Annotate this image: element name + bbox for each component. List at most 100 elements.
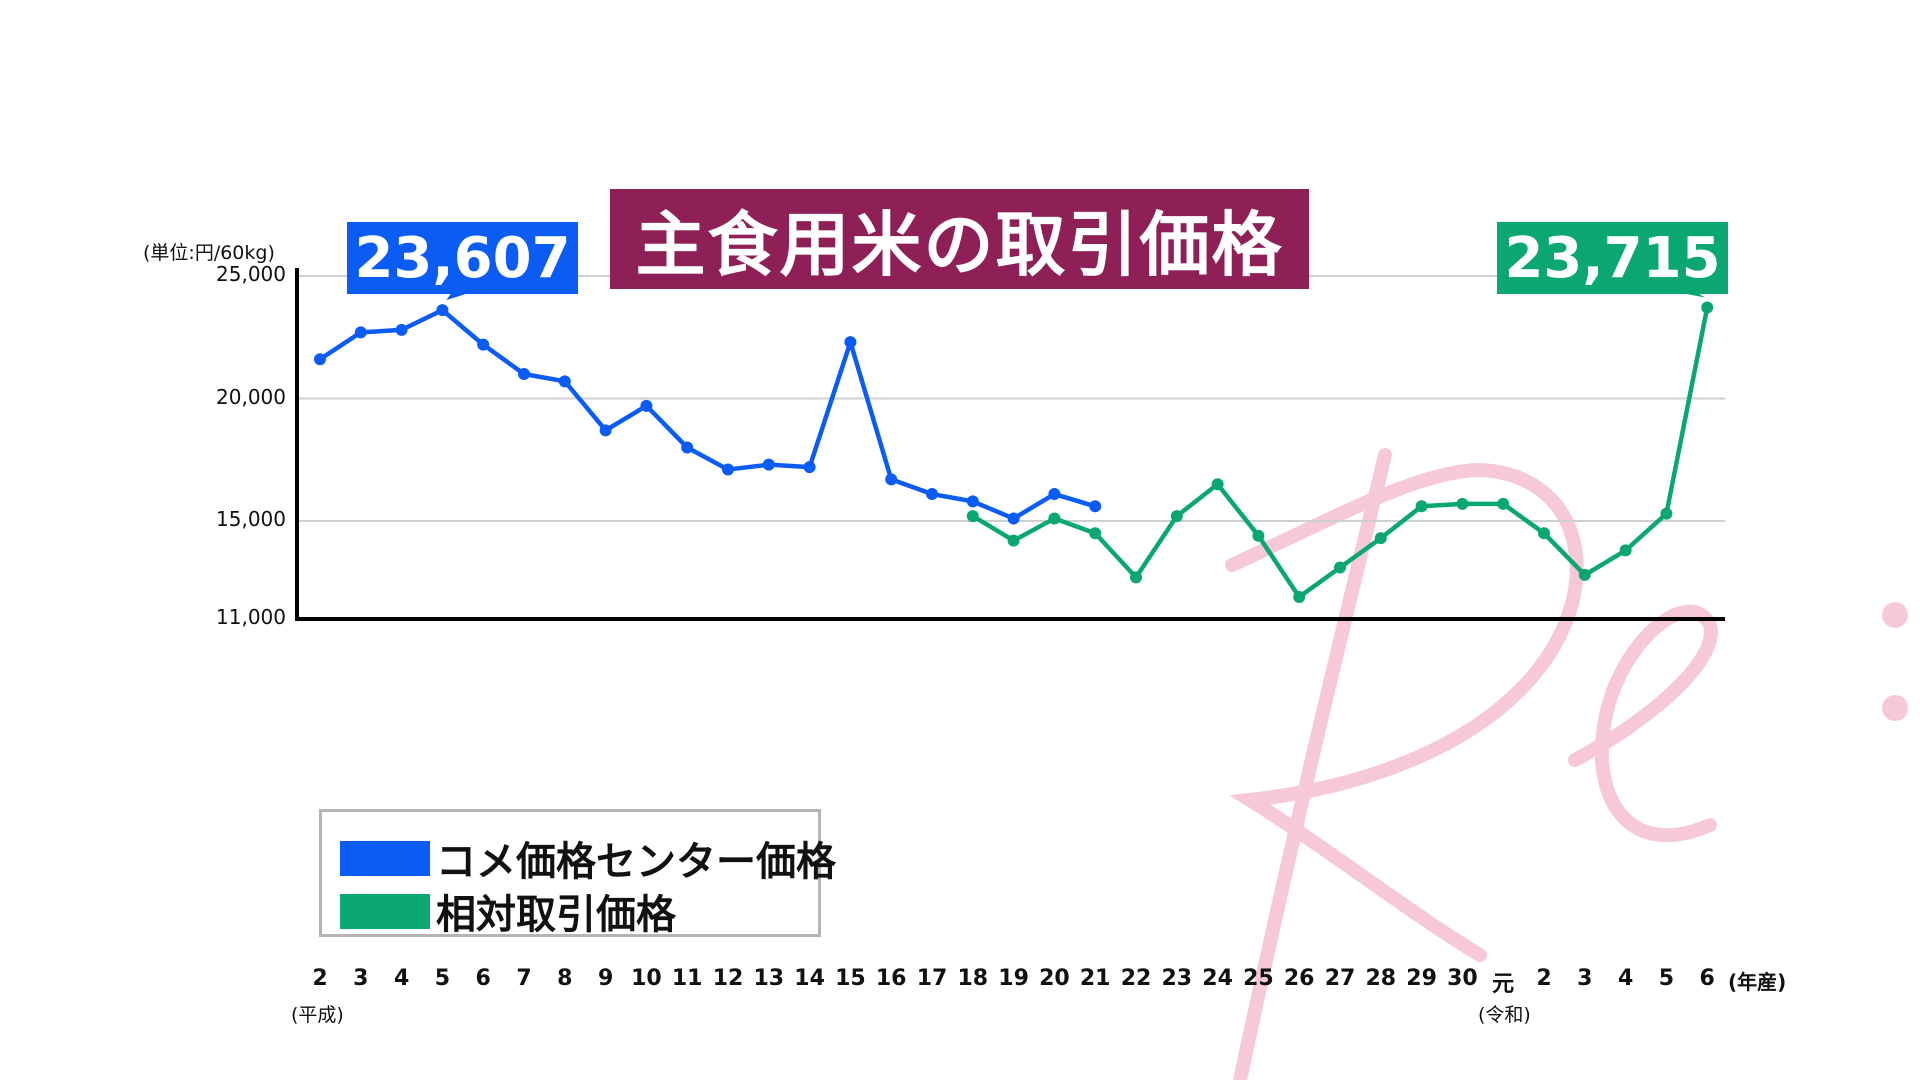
x-tick-label: 13 — [753, 966, 785, 991]
data-point-relative-price — [1007, 534, 1020, 547]
legend-label-relative-price: 相対取引価格 — [436, 892, 676, 938]
x-tick-label: 26 — [1283, 966, 1315, 991]
data-point-relative-price — [1048, 512, 1061, 525]
x-tick-label: 17 — [916, 966, 948, 991]
x-tick-label: 11 — [671, 966, 703, 991]
data-point-center-price — [762, 458, 775, 471]
series-lines — [314, 301, 1714, 603]
data-point-center-price — [966, 495, 979, 508]
x-tick-label: 24 — [1202, 966, 1233, 991]
x-tick-label: 5 — [434, 966, 451, 991]
data-point-center-price — [314, 353, 326, 366]
data-point-relative-price — [1660, 507, 1673, 520]
x-tick-label: 元 — [1492, 972, 1515, 997]
x-axis-unit-label: (年産) — [1728, 970, 1787, 994]
data-point-center-price — [558, 375, 571, 388]
era-label-heisei: (平成) — [291, 1004, 344, 1026]
data-point-relative-price — [1130, 571, 1142, 584]
data-point-relative-price — [966, 510, 979, 523]
data-point-center-price — [518, 368, 530, 380]
watermark-stroke-stem — [1233, 448, 1392, 1080]
chart-title: 主食用米の取引価格 — [635, 203, 1284, 286]
data-point-center-price — [1089, 500, 1102, 513]
data-point-center-price — [599, 424, 612, 437]
x-tick-label: 8 — [557, 966, 573, 991]
y-tick-label: 15,000 — [216, 507, 286, 531]
x-tick-label: 5 — [1658, 966, 1675, 991]
chart-title-banner: 主食用米の取引価格 — [610, 189, 1309, 289]
x-tick-label: 16 — [875, 966, 907, 991]
x-tick-label: 14 — [794, 966, 825, 991]
y-axis-unit-label: (単位:円/60kg) — [143, 242, 275, 264]
data-point-center-price — [926, 488, 938, 501]
watermark-stroke-r — [1225, 462, 1584, 962]
x-tick-label: 27 — [1324, 966, 1356, 991]
data-point-relative-price — [1089, 527, 1102, 540]
x-tick-label: 12 — [712, 966, 744, 991]
x-tick-label: 10 — [631, 966, 662, 991]
x-tick-label: 9 — [597, 966, 614, 991]
peak-callout-blue-value: 23,607 — [354, 225, 571, 291]
data-point-relative-price — [1701, 301, 1714, 314]
data-point-center-price — [722, 463, 734, 476]
data-point-relative-price — [1619, 544, 1632, 557]
x-tick-label: 28 — [1365, 966, 1397, 991]
legend-item-relative-price: 相対取引価格 — [340, 882, 676, 940]
data-point-relative-price — [1497, 497, 1510, 510]
data-point-relative-price — [1334, 561, 1346, 574]
data-point-relative-price — [1415, 500, 1428, 513]
legend-label-center-price: コメ価格センター価格 — [436, 839, 836, 885]
y-tick-label: 25,000 — [216, 262, 286, 286]
data-point-center-price — [681, 441, 694, 454]
callout-pointer-blue — [446, 292, 472, 301]
x-tick-label: 22 — [1120, 966, 1152, 991]
watermark-dot — [1882, 602, 1908, 628]
x-tick-label: 19 — [998, 966, 1029, 991]
x-tick-label: 4 — [1617, 966, 1634, 991]
x-tick-label: 2 — [1536, 966, 1552, 991]
x-tick-label: 25 — [1243, 966, 1274, 991]
watermark-dot — [1882, 695, 1908, 721]
x-tick-label: 30 — [1447, 966, 1478, 991]
peak-callout-green-value: 23,715 — [1504, 225, 1721, 291]
x-tick-label: 4 — [393, 966, 410, 991]
x-tick-label: 18 — [957, 966, 989, 991]
x-tick-label: 6 — [475, 966, 491, 991]
y-tick-label: 20,000 — [216, 384, 286, 409]
legend: コメ価格センター価格 相対取引価格 — [319, 809, 836, 940]
series-line-relative-price — [971, 307, 1710, 600]
series-line-center-price — [318, 307, 1096, 521]
data-point-relative-price — [1578, 568, 1591, 581]
era-label-reiwa: (令和) — [1478, 1004, 1531, 1026]
data-point-relative-price — [1293, 590, 1306, 603]
x-tick-label: 15 — [835, 966, 866, 991]
data-point-relative-price — [1252, 529, 1265, 542]
data-point-center-price — [803, 461, 816, 474]
data-point-center-price — [354, 326, 367, 339]
data-point-relative-price — [1374, 532, 1387, 545]
peak-callout-blue: 23,607 — [347, 222, 578, 294]
data-point-center-price — [640, 399, 653, 412]
data-point-center-price — [436, 304, 449, 317]
data-point-center-price — [1048, 488, 1061, 501]
x-tick-label: 29 — [1406, 966, 1437, 991]
data-point-center-price — [844, 336, 857, 349]
x-tick-label: 3 — [1577, 966, 1593, 991]
gridlines — [297, 275, 1725, 522]
x-tick-label: 20 — [1039, 966, 1070, 991]
x-tick-label: 3 — [353, 966, 369, 991]
x-tick-label: 7 — [516, 966, 532, 991]
watermark-stroke-e — [1568, 604, 1718, 843]
data-point-center-price — [395, 323, 408, 336]
y-tick-label: 11,000 — [216, 605, 286, 629]
x-tick-label: 2 — [312, 966, 328, 991]
legend-item-center-price: コメ価格センター価格 — [340, 829, 836, 887]
data-point-center-price — [1007, 512, 1020, 525]
axes — [295, 268, 1725, 621]
data-point-relative-price — [1538, 527, 1550, 540]
data-point-center-price — [885, 473, 898, 486]
peak-callout-green: 23,715 — [1497, 222, 1728, 294]
watermark-logo — [1225, 448, 1908, 1080]
x-tick-label: 21 — [1079, 966, 1111, 991]
